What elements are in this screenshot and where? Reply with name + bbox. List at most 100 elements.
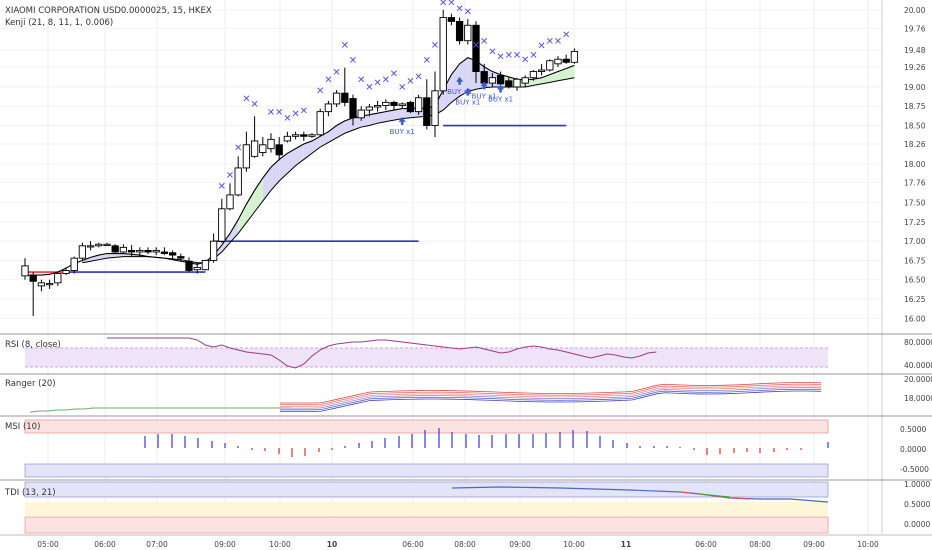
- candle-body: [455, 20, 464, 42]
- buy-signal-label: BUY x1: [472, 92, 497, 100]
- x-signal-marker: ✕: [529, 50, 537, 61]
- buy-arrow-icon: [464, 87, 472, 96]
- candle-body: [185, 260, 193, 271]
- candle-body: [168, 252, 177, 256]
- candle-body: [95, 243, 103, 247]
- ranger-band-line: [280, 390, 822, 412]
- candle-body: [86, 245, 95, 248]
- tdi-fast-line: [689, 492, 731, 498]
- x-signal-marker: ✕: [496, 52, 504, 63]
- candle-body: [324, 103, 333, 113]
- x-signal-marker: ✕: [332, 67, 340, 78]
- x-signal-marker: ✕: [316, 86, 324, 97]
- price-tick-label: 18.75: [904, 102, 926, 111]
- rsi-line: [107, 337, 657, 369]
- candle-body: [267, 138, 275, 150]
- price-tick-label: 18.50: [904, 122, 926, 131]
- candle-body: [529, 71, 538, 79]
- x-signal-marker: ✕: [300, 106, 308, 117]
- candle-body: [398, 103, 406, 106]
- candle-body: [226, 194, 234, 210]
- candle-body: [554, 58, 562, 65]
- candle-body: [209, 240, 218, 261]
- cloud-segment: [238, 204, 247, 234]
- x-signal-marker: ✕: [423, 56, 431, 67]
- time-tick-label: 06:00: [695, 540, 717, 549]
- buy-signal-label: BUY x1: [447, 88, 472, 96]
- x-signal-marker: ✕: [226, 171, 234, 182]
- candle-body: [464, 24, 472, 42]
- candle-body: [259, 144, 267, 153]
- cloud-segment: [279, 153, 288, 182]
- price-tick-label: 16.50: [904, 276, 926, 285]
- x-signal-marker: ✕: [464, 7, 472, 18]
- candle-body: [341, 92, 349, 103]
- candle-body: [537, 69, 546, 72]
- candle-body: [283, 135, 292, 142]
- candle-body: [357, 109, 365, 119]
- rsi-tick-label: 80.0000: [904, 338, 932, 347]
- x-signal-marker: ✕: [398, 83, 406, 94]
- candle-body: [62, 270, 70, 275]
- time-tick-label: 09:00: [803, 540, 825, 549]
- x-signal-marker: ✕: [521, 55, 529, 66]
- cloud-segment: [312, 136, 321, 154]
- msi-lower-band: [24, 463, 829, 478]
- buy-arrow-icon: [497, 84, 505, 93]
- rsi-tick-label: 40.0000: [904, 361, 932, 370]
- buy-signal-label: BUY x1: [455, 99, 480, 107]
- candle-body: [70, 257, 78, 271]
- msi-upper-band: [24, 419, 829, 434]
- x-signal-marker: ✕: [390, 69, 398, 80]
- time-tick-label: 09:00: [509, 540, 531, 549]
- candle-body: [349, 98, 357, 119]
- price-tick-label: 16.00: [904, 314, 926, 323]
- ranger-tick-label: 18.0000: [904, 394, 932, 403]
- x-signal-marker: ✕: [275, 107, 283, 118]
- x-signal-marker: ✕: [455, 4, 463, 15]
- candle-body: [234, 167, 242, 196]
- ranger-mid-line: [29, 407, 291, 413]
- candle-body: [414, 97, 423, 113]
- tdi-tick-label: 0.5000: [904, 500, 930, 509]
- price-tick-label: 17.50: [904, 199, 926, 208]
- ranger-label: Ranger (20): [5, 379, 56, 389]
- rsi-band: [25, 348, 828, 367]
- candle-body: [177, 256, 185, 259]
- candle-body: [275, 144, 283, 156]
- time-tick-label: 10:00: [269, 540, 291, 549]
- time-tick-label: 10: [327, 540, 337, 549]
- candle-body: [447, 17, 456, 22]
- candle-body: [496, 74, 505, 85]
- candle-body: [111, 245, 119, 253]
- candle-body: [250, 140, 259, 157]
- candle-body: [488, 77, 497, 84]
- msi-label: MSI (10): [5, 422, 40, 432]
- candle-body: [136, 249, 144, 253]
- buy-signal-label: BUY x1: [488, 96, 513, 104]
- candle-body: [201, 260, 210, 271]
- candle-body: [21, 265, 29, 277]
- candle-body: [291, 134, 300, 137]
- x-signal-marker: ✕: [414, 72, 422, 83]
- x-signal-marker: ✕: [447, 0, 455, 9]
- cloud-segment: [443, 74, 452, 111]
- rsi-label: RSI (8, close): [5, 340, 61, 350]
- cloud-segment: [566, 65, 575, 80]
- cloud-segment: [344, 117, 353, 134]
- candle-body: [127, 249, 136, 253]
- candle-body: [382, 101, 390, 106]
- candle-body: [472, 24, 480, 72]
- x-signal-marker: ✕: [341, 40, 349, 51]
- time-tick-label: 08:00: [454, 540, 476, 549]
- candle-body: [570, 51, 579, 63]
- cloud-segment: [533, 77, 542, 86]
- tdi-mid-band: [25, 502, 828, 516]
- x-signal-marker: ✕: [267, 107, 275, 118]
- ranger-band-line: [280, 385, 822, 407]
- x-signal-marker: ✕: [291, 109, 299, 120]
- cloud-segment: [385, 110, 394, 122]
- ranger-band-line: [280, 382, 822, 404]
- time-tick-label: 11: [621, 540, 631, 549]
- candle-body: [373, 105, 382, 108]
